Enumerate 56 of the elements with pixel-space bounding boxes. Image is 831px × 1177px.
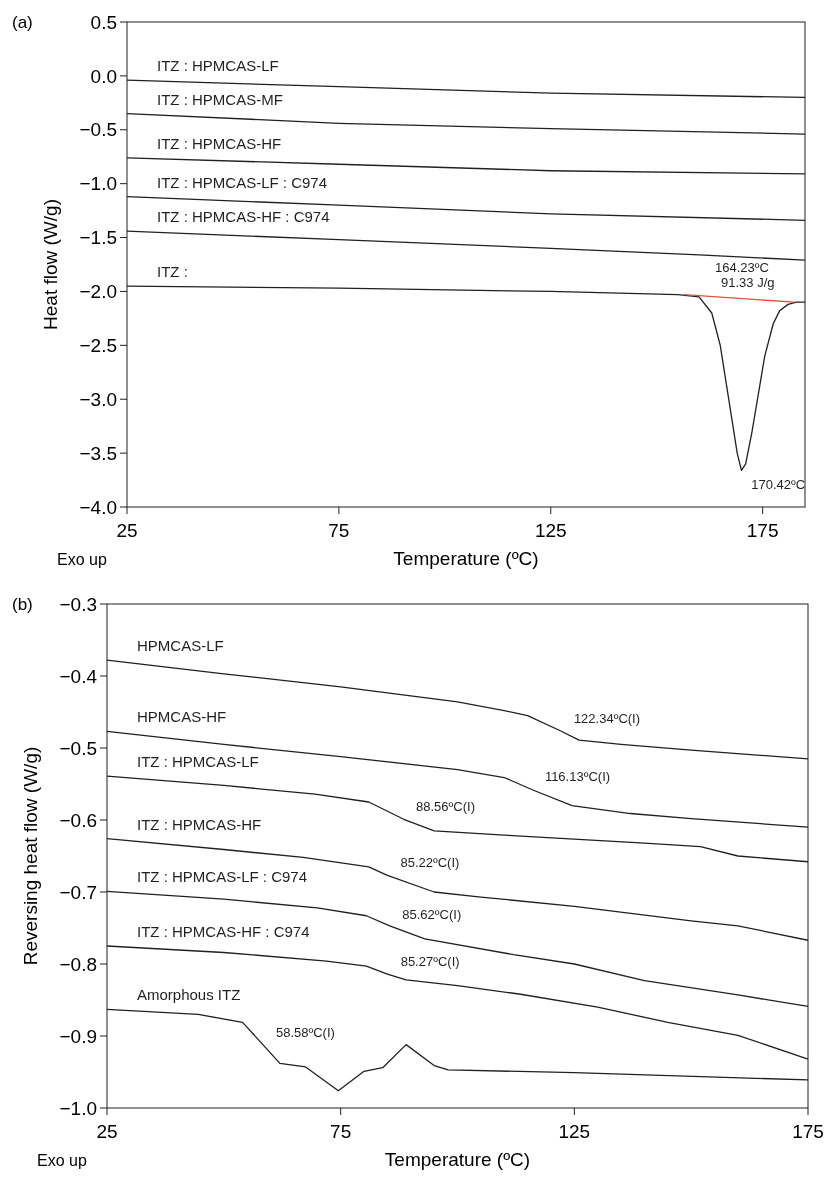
y-axis-title: Reversing heat flow (W/g)	[20, 746, 41, 966]
y-tick-label: −2.0	[79, 281, 117, 303]
y-tick-label: −0.5	[79, 119, 117, 141]
y-tick-label: −0.3	[59, 593, 97, 615]
annotation: 164.23ºC 91.33 J/g	[714, 259, 775, 290]
x-axis-title: Temperature (ºC)	[384, 1149, 531, 1170]
chart-title: (a)	[12, 13, 33, 32]
y-tick-label: −4.0	[79, 496, 117, 518]
text: Exo up	[37, 1152, 87, 1169]
series-label: HPMCAS-HF	[137, 708, 227, 726]
y-tick-label: −0.5	[59, 737, 97, 759]
annotation: 85.62ºC(I)	[402, 906, 462, 922]
annotation: 85.22ºC(I)	[400, 855, 460, 871]
y-tick-label: −1.0	[59, 1097, 97, 1119]
annotation: 88.56ºC(I)	[416, 799, 475, 815]
series-label: ITZ : HPMCAS-LF : C974	[157, 173, 328, 191]
y-tick-label: −3.0	[79, 388, 117, 410]
x-tick-label: 175	[746, 520, 779, 541]
x-tick-label: 75	[328, 520, 350, 541]
x-tick-label: 125	[534, 520, 567, 541]
y-tick-label: −0.4	[59, 665, 98, 687]
series-label: HPMCAS-LF	[137, 637, 224, 655]
x-tick-label: 125	[558, 1121, 591, 1142]
y-tick-label: −1.5	[79, 227, 117, 249]
annotation: 85.27ºC(I)	[400, 954, 460, 970]
y-tick-label: 0.5	[90, 11, 117, 33]
series-label: ITZ : HPMCAS-HF : C974	[137, 923, 310, 940]
x-tick-label: 25	[116, 520, 138, 541]
y-tick-label: −3.5	[79, 442, 117, 464]
annotation: 170.42ºC	[751, 476, 806, 492]
y-tick-label: −0.6	[59, 809, 97, 831]
y-tick-label: 0.0	[90, 65, 117, 87]
annotation: 122.34ºC(I)	[573, 711, 641, 727]
y-tick-label: −0.8	[59, 953, 97, 975]
series-label: ITZ : HPMCAS-LF : C974	[137, 868, 308, 886]
y-tick-label: −0.7	[59, 881, 97, 903]
x-axis-title: Temperature (ºC)	[393, 548, 539, 569]
series-label: ITZ : HPMCAS-HF	[157, 134, 282, 152]
y-tick-label: −0.9	[59, 1025, 97, 1047]
y-tick-label: −2.5	[79, 334, 117, 356]
x-tick-label: 175	[792, 1121, 824, 1142]
text: Exo up	[57, 551, 107, 568]
y-tick-label: −1.0	[79, 173, 117, 195]
series-label: ITZ : HPMCAS-HF	[137, 815, 262, 833]
series-label: Amorphous ITZ	[137, 986, 241, 1004]
x-tick-label: 25	[96, 1121, 118, 1142]
y-axis-title: Heat flow (W/g)	[40, 199, 61, 330]
chart-title: (b)	[12, 595, 33, 614]
annotation: 58.58ºC(I)	[275, 1025, 335, 1041]
series-label: ITZ : HPMCAS-LF	[137, 753, 259, 771]
series-label: ITZ : HPMCAS-HF : C974	[157, 208, 330, 226]
annotation: 116.13ºC(I)	[544, 769, 611, 785]
series-label: ITZ : HPMCAS-MF	[157, 90, 283, 108]
series-label: ITZ : HPMCAS-LF	[157, 57, 279, 75]
series-label: ITZ :	[157, 263, 188, 281]
x-tick-label: 75	[330, 1121, 352, 1142]
